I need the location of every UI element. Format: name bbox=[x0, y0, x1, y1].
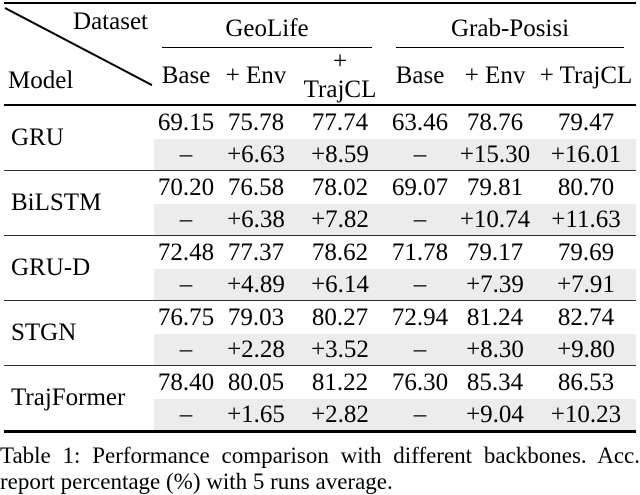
model-block-gru-d: GRU-D 72.48 77.37 78.62 71.78 79.17 79.6… bbox=[4, 235, 637, 301]
delta-cell: +6.14 bbox=[294, 269, 387, 301]
model-label: BiLSTM bbox=[4, 170, 154, 236]
value-cell: 79.69 bbox=[557, 238, 615, 266]
model-label: STGN bbox=[4, 300, 154, 366]
value-cell: 75.78 bbox=[227, 108, 285, 136]
value-cell: 76.30 bbox=[391, 368, 449, 396]
delta-cell: +15.30 bbox=[454, 139, 537, 171]
value-cell: 79.81 bbox=[466, 173, 524, 201]
delta-cell: +8.59 bbox=[294, 139, 387, 171]
delta-cell: +10.74 bbox=[454, 204, 537, 236]
group-label-geolife: GeoLife bbox=[162, 15, 373, 48]
delta-cell: +11.63 bbox=[536, 204, 637, 236]
corner-dataset-label: Dataset bbox=[73, 8, 148, 35]
model-block-gru: GRU 69.15 75.78 77.74 63.46 78.76 79.47 … bbox=[4, 105, 637, 171]
delta-cell: +7.39 bbox=[454, 269, 537, 301]
col-header-geolife-trajcl: + TrajCL bbox=[294, 48, 387, 106]
delta-cell: +8.30 bbox=[454, 334, 537, 366]
value-cell: 80.70 bbox=[557, 173, 615, 201]
caption-line-1: Table 1: Performance comparison with dif… bbox=[0, 443, 640, 468]
delta-cell: +7.82 bbox=[294, 204, 387, 236]
results-table: Dataset Model GeoLife Grab-Posisi Base +… bbox=[4, 2, 637, 433]
delta-row: – +6.38 +7.82 – +10.74 +11.63 bbox=[4, 204, 637, 236]
delta-row: – +4.89 +6.14 – +7.39 +7.91 bbox=[4, 269, 637, 301]
model-block-bilstm: BiLSTM 70.20 76.58 78.02 69.07 79.81 80.… bbox=[4, 170, 637, 236]
value-row: STGN 76.75 79.03 80.27 72.94 81.24 82.74 bbox=[4, 300, 636, 366]
value-cell: 78.40 bbox=[157, 368, 215, 396]
value-cell: 78.76 bbox=[466, 108, 524, 136]
delta-cell: +16.01 bbox=[536, 139, 637, 171]
value-cell: 69.15 bbox=[157, 108, 215, 136]
delta-cell: +7.91 bbox=[536, 269, 637, 301]
value-cell: 78.62 bbox=[311, 238, 369, 266]
delta-row: – +1.65 +2.82 – +9.04 +10.23 bbox=[4, 399, 637, 432]
model-block-trajformer: TrajFormer 78.40 80.05 81.22 76.30 85.34… bbox=[4, 365, 637, 432]
value-cell: 77.37 bbox=[227, 238, 285, 266]
delta-cell: +4.89 bbox=[218, 269, 294, 301]
delta-cell: +6.63 bbox=[218, 139, 294, 171]
value-row: BiLSTM 70.20 76.58 78.02 69.07 79.81 80.… bbox=[4, 170, 636, 236]
col-header-grab-trajcl: + TrajCL bbox=[536, 48, 637, 106]
delta-cell: – bbox=[386, 139, 455, 171]
model-block-stgn: STGN 76.75 79.03 80.27 72.94 81.24 82.74… bbox=[4, 300, 637, 366]
value-cell: 79.17 bbox=[466, 238, 524, 266]
value-cell: 71.78 bbox=[391, 238, 449, 266]
delta-cell: – bbox=[154, 399, 218, 432]
delta-cell: – bbox=[154, 269, 218, 301]
group-header-grab-posisi: Grab-Posisi bbox=[386, 3, 636, 48]
value-cell: 85.34 bbox=[466, 368, 524, 396]
value-cell: 79.47 bbox=[557, 108, 615, 136]
delta-cell: – bbox=[386, 334, 455, 366]
value-cell: 79.03 bbox=[227, 303, 285, 331]
delta-cell: +2.82 bbox=[294, 399, 387, 432]
value-row: GRU 69.15 75.78 77.74 63.46 78.76 79.47 bbox=[4, 105, 636, 171]
delta-cell: +3.52 bbox=[294, 334, 387, 366]
delta-cell: +10.23 bbox=[536, 399, 637, 432]
delta-cell: +9.04 bbox=[454, 399, 537, 432]
corner-model-label: Model bbox=[8, 67, 74, 94]
value-row: TrajFormer 78.40 80.05 81.22 76.30 85.34… bbox=[4, 365, 636, 432]
corner-cell: Dataset Model bbox=[4, 3, 154, 106]
delta-cell: +2.28 bbox=[218, 334, 294, 366]
group-label-grab-posisi: Grab-Posisi bbox=[396, 15, 625, 48]
value-cell: 76.75 bbox=[157, 303, 215, 331]
value-cell: 69.07 bbox=[391, 173, 449, 201]
delta-cell: – bbox=[154, 204, 218, 236]
delta-cell: – bbox=[154, 334, 218, 366]
col-header-grab-base: Base bbox=[386, 48, 455, 106]
model-label: GRU-D bbox=[4, 235, 154, 301]
col-header-grab-env: + Env bbox=[454, 48, 537, 106]
col-header-geolife-env: + Env bbox=[218, 48, 294, 106]
value-cell: 76.58 bbox=[227, 173, 285, 201]
diagonal-divider-line bbox=[4, 7, 153, 87]
model-label: TrajFormer bbox=[4, 365, 154, 432]
delta-cell: – bbox=[386, 204, 455, 236]
value-cell: 77.74 bbox=[311, 108, 369, 136]
table-caption: Table 1: Performance comparison with dif… bbox=[0, 443, 640, 495]
value-cell: 70.20 bbox=[157, 173, 215, 201]
delta-row: – +6.63 +8.59 – +15.30 +16.01 bbox=[4, 139, 637, 171]
value-cell: 82.74 bbox=[557, 303, 615, 331]
value-cell: 78.02 bbox=[311, 173, 369, 201]
delta-cell: – bbox=[386, 399, 455, 432]
delta-cell: – bbox=[386, 269, 455, 301]
value-cell: 72.94 bbox=[391, 303, 449, 331]
value-cell: 81.22 bbox=[311, 368, 369, 396]
value-cell: 72.48 bbox=[157, 238, 215, 266]
delta-cell: – bbox=[154, 139, 218, 171]
value-cell: 86.53 bbox=[557, 368, 615, 396]
value-cell: 80.27 bbox=[311, 303, 369, 331]
col-header-geolife-base: Base bbox=[154, 48, 218, 106]
value-cell: 63.46 bbox=[391, 108, 449, 136]
delta-cell: +9.80 bbox=[536, 334, 637, 366]
value-cell: 80.05 bbox=[227, 368, 285, 396]
value-row: GRU-D 72.48 77.37 78.62 71.78 79.17 79.6… bbox=[4, 235, 636, 301]
value-cell: 81.24 bbox=[466, 303, 524, 331]
model-label: GRU bbox=[4, 105, 154, 171]
delta-row: – +2.28 +3.52 – +8.30 +9.80 bbox=[4, 334, 637, 366]
delta-cell: +6.38 bbox=[218, 204, 294, 236]
delta-cell: +1.65 bbox=[218, 399, 294, 432]
group-header-geolife: GeoLife bbox=[154, 3, 386, 48]
